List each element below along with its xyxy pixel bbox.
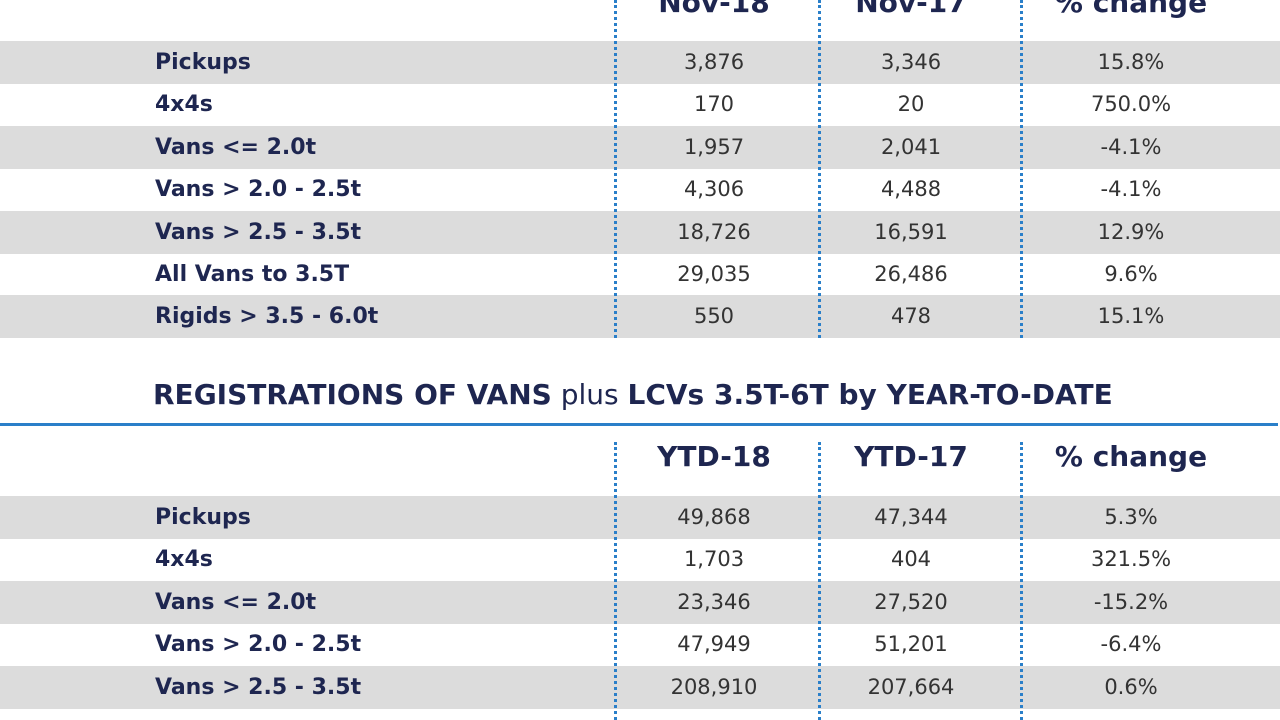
cell-value: 1,957 [683, 134, 745, 159]
cell-value: 16,591 [874, 219, 948, 244]
cell-value: 26,486 [874, 262, 948, 286]
column-header: Nov-18 [658, 0, 770, 19]
cell-value: 47,949 [677, 632, 751, 657]
row-label: Vans > 2.5 - 3.5t [155, 219, 362, 245]
cell-value: 47,344 [874, 505, 948, 529]
cell-value: 208,910 [670, 674, 758, 699]
cell-value: -15.2% [1093, 589, 1169, 614]
table-row: 4x4s 170 20 750.0% [0, 83, 1280, 126]
table-row: Vans <= 2.0t 1,957 2,041 -4.1% [0, 125, 1280, 169]
cell-value: 29,035 [677, 262, 751, 286]
column-header: YTD-17 [854, 440, 968, 473]
cell-value: 170 [693, 92, 735, 117]
cell-value: 207,664 [867, 674, 955, 699]
title-plain: plus [560, 378, 619, 411]
cell-value: -4.1% [1100, 134, 1162, 159]
cell-value: 5.3% [1104, 505, 1158, 529]
cell-value: 15.8% [1097, 50, 1165, 74]
row-label: Vans <= 2.0t [155, 589, 317, 615]
cell-value: 550 [693, 304, 735, 329]
table-row: Vans > 2.5 - 3.5t 208,910 207,664 0.6% [0, 665, 1280, 709]
column-divider [818, 442, 821, 720]
cell-value: 27,520 [874, 589, 948, 614]
cell-value: 0.6% [1104, 674, 1158, 699]
table-row: Vans <= 2.0t 23,346 27,520 -15.2% [0, 580, 1280, 624]
cell-value: 12.9% [1097, 219, 1165, 244]
row-label: 4x4s [155, 92, 213, 118]
cell-value: 9.6% [1104, 262, 1158, 286]
cell-value: 51,201 [874, 632, 948, 657]
row-label: Vans > 2.5 - 3.5t [155, 674, 362, 700]
column-header: Nov-17 [855, 0, 967, 19]
column-divider [1020, 442, 1023, 720]
cell-value: 321.5% [1090, 547, 1172, 572]
row-label: Rigids > 3.5 - 6.0t [155, 304, 379, 330]
title-bold: LCVs 3.5T-6T by YEAR-TO-DATE [627, 378, 1113, 411]
cell-value: 4,488 [880, 177, 942, 202]
row-label: Pickups [155, 505, 251, 530]
row-label: 4x4s [155, 547, 213, 573]
column-divider [818, 0, 821, 338]
table-row: All Vans to 3.5T 29,035 26,486 9.6% [0, 253, 1280, 296]
row-label: Pickups [155, 50, 251, 75]
table-row: Rigids > 3.5 - 6.0t 550 478 15.1% [0, 295, 1280, 339]
cell-value: 3,876 [683, 50, 745, 74]
column-divider [614, 0, 617, 338]
column-header: YTD-18 [657, 440, 771, 473]
cell-value: 4,306 [683, 177, 745, 202]
cell-value: 2,041 [880, 134, 942, 159]
column-divider [1020, 0, 1023, 338]
cell-value: 478 [890, 304, 932, 329]
cell-value: 20 [897, 92, 925, 117]
cell-value: 750.0% [1090, 92, 1172, 117]
column-divider [614, 442, 617, 720]
cell-value: 1,703 [683, 547, 745, 572]
table-row: Vans > 2.0 - 2.5t 47,949 51,201 -6.4% [0, 623, 1280, 666]
table-row: Vans > 2.5 - 3.5t 18,726 16,591 12.9% [0, 210, 1280, 254]
cell-value: 3,346 [880, 50, 942, 74]
title-rule [0, 423, 1278, 426]
column-header: % change [1054, 440, 1208, 473]
cell-value: 15.1% [1097, 304, 1165, 329]
title-bold: REGISTRATIONS OF VANS [153, 378, 552, 411]
table-row: Pickups 49,868 47,344 5.3% [0, 496, 1280, 539]
cell-value: 23,346 [677, 589, 751, 614]
cell-value: 18,726 [677, 219, 751, 244]
cell-value: 404 [890, 547, 932, 572]
cell-value: -6.4% [1100, 632, 1162, 657]
table-row: 4x4s 1,703 404 321.5% [0, 538, 1280, 581]
row-label: All Vans to 3.5T [155, 262, 350, 287]
column-header: % change [1054, 0, 1208, 19]
row-label: Vans <= 2.0t [155, 134, 317, 160]
row-label: Vans > 2.0 - 2.5t [155, 632, 362, 658]
cell-value: 49,868 [677, 505, 751, 529]
section-title: REGISTRATIONS OF VANS plus LCVs 3.5T-6T … [153, 378, 1113, 411]
row-label: Vans > 2.0 - 2.5t [155, 177, 362, 203]
table-row: Pickups 3,876 3,346 15.8% [0, 41, 1280, 84]
cell-value: -4.1% [1100, 177, 1162, 202]
table-row: Vans > 2.0 - 2.5t 4,306 4,488 -4.1% [0, 168, 1280, 211]
